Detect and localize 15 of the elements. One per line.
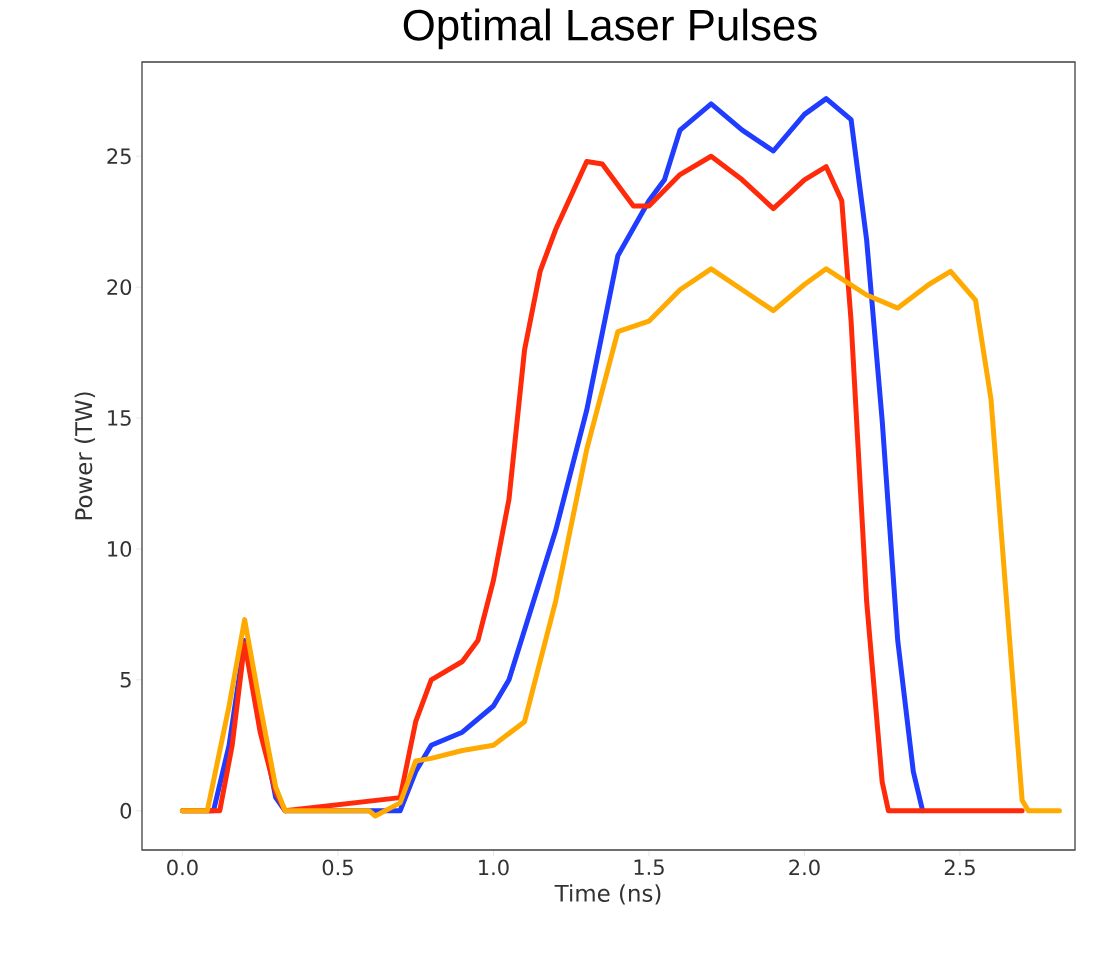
y-axis-title: Power (TW) — [74, 392, 96, 520]
x-tick-label: 1.5 — [634, 859, 664, 876]
y-tick-label: 15 — [108, 410, 131, 426]
y-tick-label: 0 — [120, 802, 132, 819]
x-tick-label: 0.5 — [322, 859, 353, 876]
x-axis-title: Time (ns) — [554, 884, 661, 905]
x-tick-label: 1.0 — [479, 859, 509, 876]
y-tick-label: 25 — [107, 148, 131, 165]
y-tick-label: 10 — [108, 541, 132, 557]
x-tick-label: 2.0 — [789, 859, 820, 876]
y-tick-label: 5 — [120, 672, 131, 688]
y-tick-label: 20 — [107, 279, 132, 296]
x-tick-label: 2.5 — [944, 859, 975, 876]
chart-title: Optimal Laser Pulses — [403, 8, 817, 50]
x-tick-label: 0.0 — [167, 859, 198, 876]
